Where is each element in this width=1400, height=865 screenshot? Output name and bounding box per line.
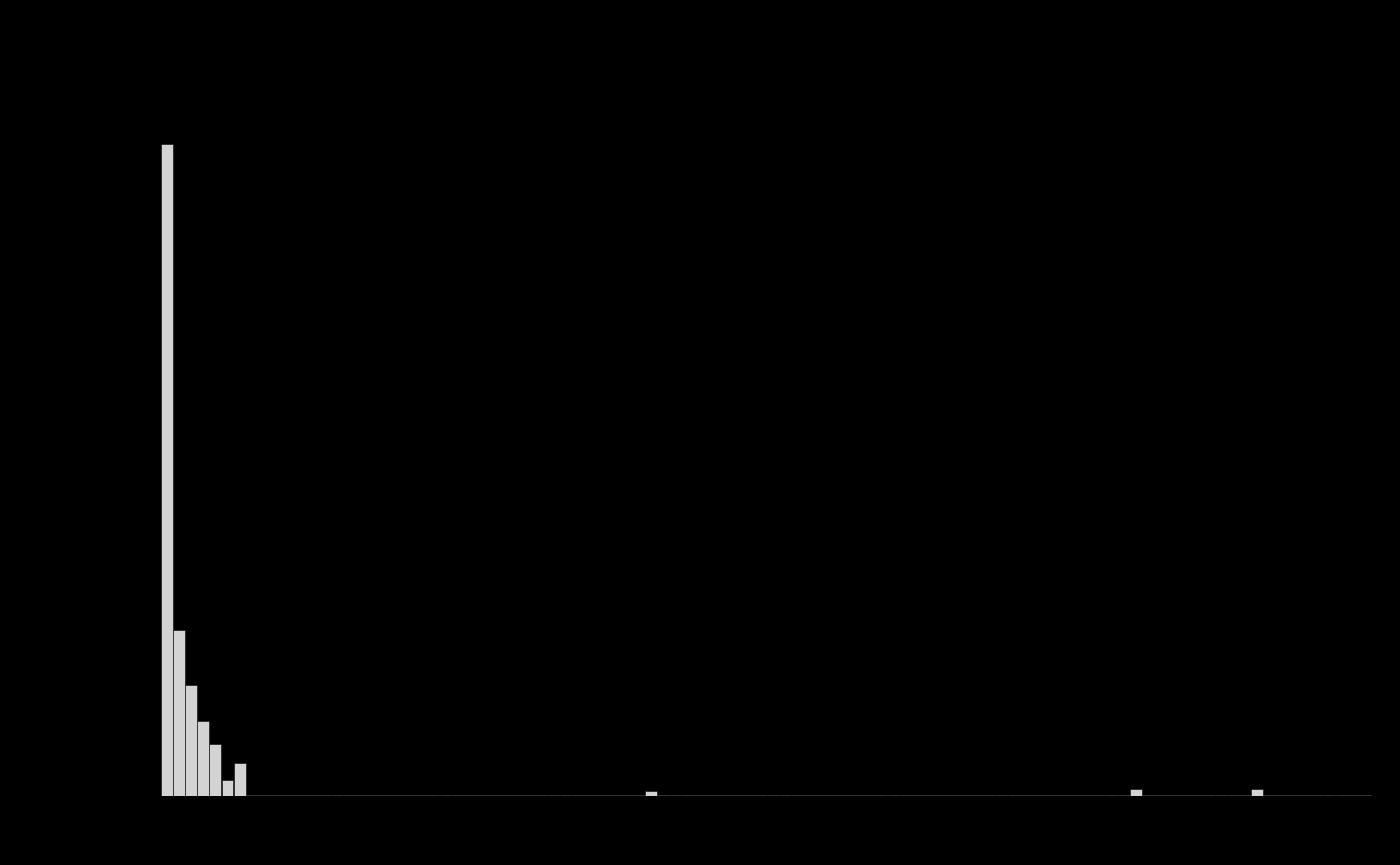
- Bar: [645, 791, 657, 796]
- Bar: [161, 144, 172, 796]
- Bar: [174, 631, 185, 796]
- Bar: [210, 744, 221, 796]
- Bar: [185, 685, 197, 796]
- Bar: [197, 721, 209, 796]
- Bar: [1252, 789, 1263, 796]
- Bar: [221, 779, 234, 796]
- Bar: [1130, 789, 1141, 796]
- Bar: [234, 763, 245, 796]
